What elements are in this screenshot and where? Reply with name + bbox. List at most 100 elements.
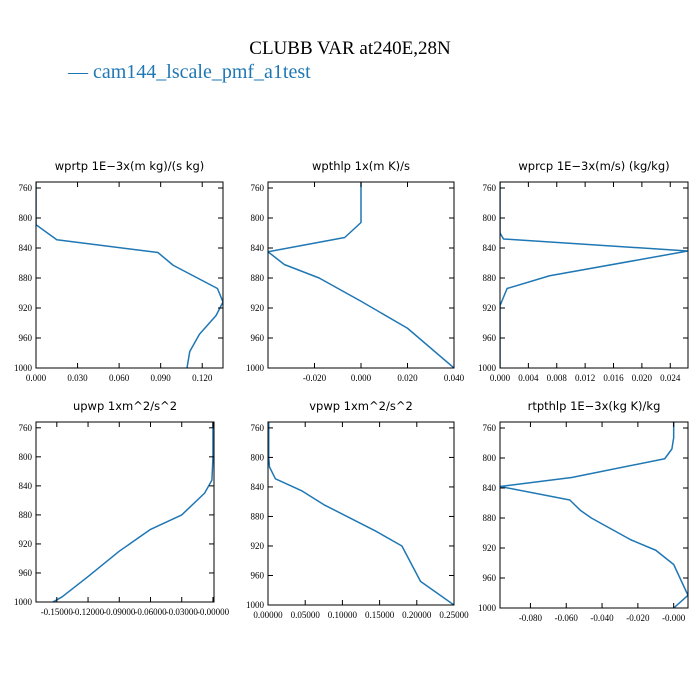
x-tick-label: -0.15000 xyxy=(41,607,74,617)
series-line-1 xyxy=(51,422,214,602)
y-tick-label: 1000 xyxy=(246,363,265,373)
x-tick-label: -0.06000 xyxy=(134,607,167,617)
x-tick-label: 0.20000 xyxy=(402,610,432,620)
x-tick-label: 0.120 xyxy=(192,373,213,383)
y-tick-label: 840 xyxy=(251,482,265,492)
y-tick-label: 960 xyxy=(19,333,33,343)
x-tick-label: -0.020 xyxy=(303,373,327,383)
x-tick-label: 0.060 xyxy=(109,373,130,383)
x-tick-label: 0.10000 xyxy=(328,610,358,620)
figure-title: CLUBB VAR at240E,28N xyxy=(249,38,451,59)
y-tick-label: 1000 xyxy=(14,597,33,607)
panel-title: wprcp 1E−3x(m/s) (kg/kg) xyxy=(518,159,669,173)
x-tick-label: 0.090 xyxy=(151,373,172,383)
x-tick-label: 0.25000 xyxy=(439,610,469,620)
x-tick-label: -0.080 xyxy=(519,613,543,623)
x-tick-label: 0.000 xyxy=(490,373,511,383)
x-tick-label: -0.09000 xyxy=(103,607,136,617)
legend-entry: — cam144_lscale_pmf_a1test xyxy=(67,61,311,83)
y-tick-label: 880 xyxy=(483,513,497,523)
x-tick-label: -0.00000 xyxy=(197,607,230,617)
x-tick-label: 0.030 xyxy=(67,373,88,383)
plot-frame xyxy=(499,421,689,609)
chart-panel-5: vpwp 1xm^2/s^2 0.00000 0.05000 0.10000 0.150… xyxy=(246,399,469,620)
y-tick-label: 920 xyxy=(19,303,33,313)
y-tick-label: 840 xyxy=(19,243,33,253)
y-tick-label: 840 xyxy=(483,483,497,493)
y-tick-label: 920 xyxy=(19,539,33,549)
x-tick-label: 0.008 xyxy=(547,373,568,383)
y-tick-label: 800 xyxy=(483,213,497,223)
y-tick-label: 960 xyxy=(483,333,497,343)
y-tick-label: 960 xyxy=(251,570,265,580)
y-tick-label: 880 xyxy=(251,511,265,521)
y-tick-label: 840 xyxy=(483,243,497,253)
y-tick-label: 800 xyxy=(251,452,265,462)
y-tick-label: 880 xyxy=(19,510,33,520)
series-line-1 xyxy=(268,422,454,605)
series-line-1 xyxy=(500,422,688,608)
y-tick-label: 960 xyxy=(19,568,33,578)
y-tick-label: 840 xyxy=(19,481,33,491)
y-tick-label: 920 xyxy=(251,303,265,313)
chart-panel-1: wprtp 1E−3x(m kg)/(s kg) 0.000 0.030 0.060 0… xyxy=(14,159,224,383)
y-tick-label: 840 xyxy=(251,243,265,253)
y-tick-label: 760 xyxy=(251,183,265,193)
chart-panels: wprtp 1E−3x(m kg)/(s kg) 0.000 0.030 0.060 0… xyxy=(14,159,689,623)
y-tick-label: 960 xyxy=(251,333,265,343)
x-tick-label: -0.000 xyxy=(662,613,686,623)
y-tick-label: 800 xyxy=(483,453,497,463)
y-tick-label: 1000 xyxy=(14,363,33,373)
y-tick-label: 800 xyxy=(19,213,33,223)
y-tick-label: 880 xyxy=(19,273,33,283)
y-tick-label: 1000 xyxy=(478,603,497,613)
y-tick-label: 760 xyxy=(483,183,497,193)
x-tick-label: 0.020 xyxy=(397,373,418,383)
panel-title: rtpthlp 1E−3x(kg K)/kg xyxy=(528,399,661,413)
x-tick-label: -0.12000 xyxy=(72,607,105,617)
y-tick-label: 880 xyxy=(251,273,265,283)
plot-frame xyxy=(35,421,215,603)
y-tick-label: 920 xyxy=(251,541,265,551)
x-tick-label: -0.03000 xyxy=(166,607,199,617)
x-tick-label: -0.020 xyxy=(626,613,650,623)
x-tick-label: 0.016 xyxy=(603,373,624,383)
y-tick-label: 920 xyxy=(483,303,497,313)
chart-panel-2: wpthlp 1x(m K)/s -0.020 0.000 0.020 0.040 760… xyxy=(246,159,465,383)
y-tick-label: 920 xyxy=(483,543,497,553)
x-tick-label: 0.012 xyxy=(575,373,595,383)
y-tick-label: 1000 xyxy=(246,600,265,610)
y-tick-label: 800 xyxy=(251,213,265,223)
y-tick-label: 880 xyxy=(483,273,497,283)
series-line-1 xyxy=(268,182,454,368)
chart-panel-4: upwp 1xm^2/s^2-0.15000-0.12000-0.09000-0… xyxy=(14,399,230,617)
chart-panel-3: wprcp 1E−3x(m/s) (kg/kg) 0.000 0.004 0.008 0… xyxy=(478,159,689,383)
y-tick-label: 760 xyxy=(483,423,497,433)
y-tick-label: 760 xyxy=(251,423,265,433)
y-tick-label: 760 xyxy=(19,423,33,433)
panel-title: upwp 1xm^2/s^2 xyxy=(73,399,177,413)
x-tick-label: 0.040 xyxy=(444,373,465,383)
y-tick-label: 760 xyxy=(19,183,33,193)
x-tick-label: 0.05000 xyxy=(291,610,321,620)
plot-frame xyxy=(499,181,689,369)
y-tick-label: 1000 xyxy=(478,363,497,373)
x-tick-label: -0.040 xyxy=(590,613,614,623)
panel-title: vpwp 1xm^2/s^2 xyxy=(309,399,413,413)
x-tick-label: 0.00000 xyxy=(253,610,283,620)
plot-frame xyxy=(267,421,455,606)
x-tick-label: 0.000 xyxy=(26,373,47,383)
chart-panel-6: rtpthlp 1E−3x(kg K)/kg -0.080 -0.060 -0.040… xyxy=(478,399,689,623)
series-line-1 xyxy=(500,182,688,368)
y-tick-label: 800 xyxy=(19,452,33,462)
y-tick-label: 960 xyxy=(483,573,497,583)
x-tick-label: 0.000 xyxy=(351,373,372,383)
x-tick-label: 0.15000 xyxy=(365,610,395,620)
x-tick-label: 0.004 xyxy=(518,373,539,383)
x-tick-label: -0.060 xyxy=(555,613,579,623)
plot-frame xyxy=(35,181,224,369)
series-line-1 xyxy=(36,182,223,368)
panel-title: wpthlp 1x(m K)/s xyxy=(312,159,410,173)
panel-title: wprtp 1E−3x(m kg)/(s kg) xyxy=(55,159,204,173)
